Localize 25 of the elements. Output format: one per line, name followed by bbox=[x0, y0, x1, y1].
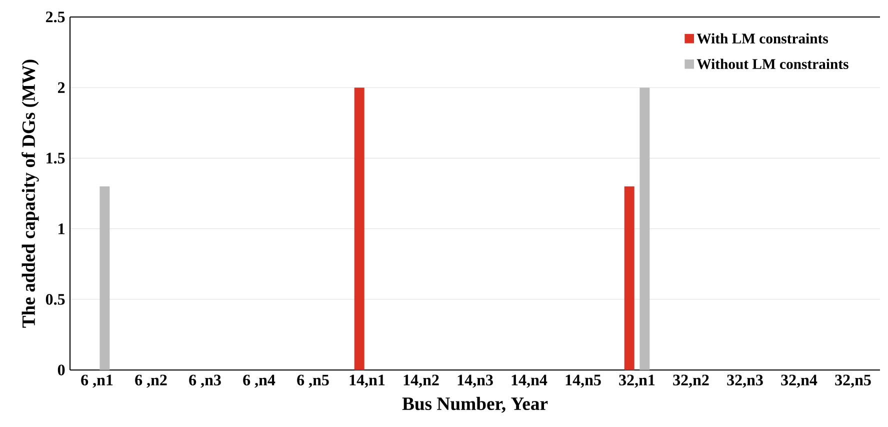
x-tick-label: 32,n5 bbox=[835, 374, 871, 388]
x-tick-label: 14,n1 bbox=[350, 374, 385, 388]
y-tick-label: 0.5 bbox=[46, 294, 65, 305]
x-tick-label: 32,n4 bbox=[781, 374, 818, 388]
x-tick-label: 14,n5 bbox=[566, 374, 601, 388]
y-tick-label: 0 bbox=[58, 364, 65, 376]
x-tick-label: 14,n4 bbox=[512, 374, 548, 388]
x-tick-label: 32,n2 bbox=[673, 374, 709, 388]
legend-label: With LM constraints bbox=[696, 33, 828, 44]
y-tick-label: 2 bbox=[58, 82, 65, 93]
x-tick-label: 6 ,n3 bbox=[189, 374, 221, 388]
x-tick-label: 6 ,n5 bbox=[297, 374, 329, 388]
x-tick-label: 6 ,n4 bbox=[243, 374, 276, 388]
y-tick-label: 1.5 bbox=[46, 152, 65, 164]
x-tick-label: 14,n3 bbox=[458, 374, 493, 388]
x-tick-label: 32,n1 bbox=[619, 374, 655, 388]
y-tick-label: 1 bbox=[58, 224, 64, 234]
y-tick-label: 2.5 bbox=[46, 12, 65, 22]
x-tick-label: 14,n2 bbox=[404, 374, 439, 388]
legend-label: Without LM constraints bbox=[696, 58, 848, 70]
x-axis-title: Bus Number, Year bbox=[402, 396, 548, 413]
x-tick-label: 6 ,n1 bbox=[81, 374, 113, 388]
y-axis-title: The added capacity of DGs (MW) bbox=[22, 60, 39, 328]
x-tick-label: 6 ,n2 bbox=[135, 374, 167, 388]
x-tick-label: 32,n3 bbox=[727, 374, 763, 388]
